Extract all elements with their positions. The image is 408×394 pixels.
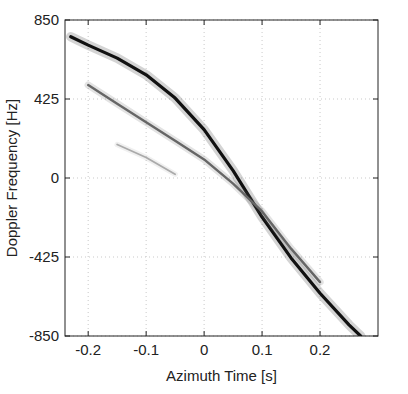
tick: [146, 20, 147, 25]
y-tick-label: 425: [34, 90, 59, 107]
y-tick-label: 0: [51, 169, 59, 186]
tick: [373, 257, 378, 258]
tick: [373, 20, 378, 21]
grid-line: [65, 257, 378, 258]
x-tick-label: 0.2: [310, 341, 331, 358]
tick: [65, 99, 70, 100]
tick: [204, 20, 205, 25]
tick: [373, 336, 378, 337]
frame: [65, 20, 378, 336]
x-tick-label: -0.1: [133, 341, 159, 358]
y-tick-label: -850: [29, 327, 59, 344]
curve: [88, 85, 320, 282]
x-tick-label: 0: [200, 341, 208, 358]
axes: -0.2 -0.1 0 0.1 0.2 -850 -425 0 425 850: [29, 11, 378, 358]
x-tick-label: 0.1: [252, 341, 273, 358]
tick: [320, 331, 321, 336]
x-axis-title: Azimuth Time [s]: [166, 367, 277, 384]
grid-line: [204, 20, 205, 336]
tick: [65, 257, 70, 258]
curve-halo: [71, 37, 361, 336]
tick: [146, 331, 147, 336]
curve: [117, 145, 175, 175]
chart: -0.2 -0.1 0 0.1 0.2 -850 -425 0 425 850 Azimuth Ti…: [0, 0, 408, 394]
tick: [88, 20, 89, 25]
tick: [262, 20, 263, 25]
x-tick-label: -0.2: [75, 341, 101, 358]
y-axis-title: Doppler Frequency [Hz]: [3, 99, 20, 257]
tick: [262, 331, 263, 336]
grid-line: [88, 20, 89, 336]
grid: [65, 20, 378, 336]
plot-area: [71, 37, 361, 336]
tick: [65, 178, 70, 179]
curve-halo: [88, 85, 320, 282]
y-tick-label: 850: [34, 11, 59, 28]
curve-halo: [117, 145, 175, 175]
y-tick-label: -425: [29, 248, 59, 265]
tick: [373, 99, 378, 100]
tick: [204, 331, 205, 336]
tick: [65, 336, 70, 337]
curve: [71, 37, 361, 336]
tick: [320, 20, 321, 25]
tick: [88, 331, 89, 336]
tick: [65, 20, 70, 21]
tick: [373, 178, 378, 179]
